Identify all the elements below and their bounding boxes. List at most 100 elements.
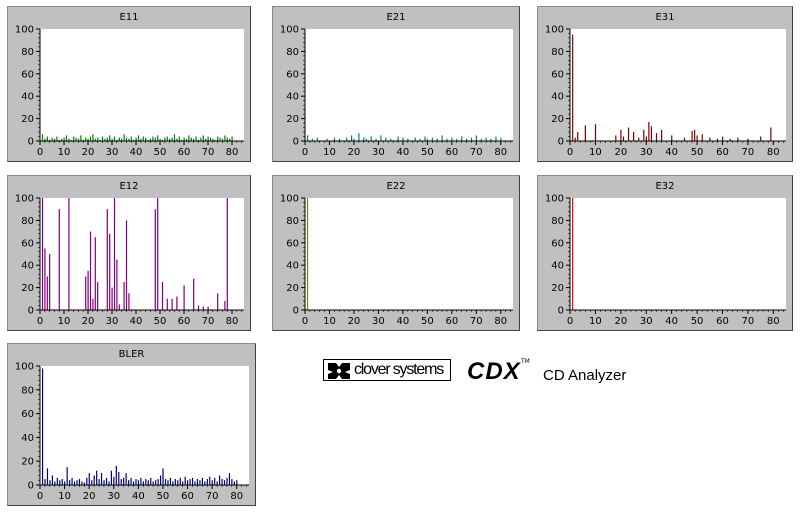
- x-tick-label: 0: [302, 316, 308, 327]
- data-bar: [183, 285, 185, 310]
- x-tick-label: 70: [470, 316, 483, 327]
- data-bar: [164, 137, 166, 141]
- data-bar: [615, 135, 617, 141]
- data-bar: [99, 139, 101, 141]
- data-bar: [207, 306, 209, 310]
- data-bar: [223, 480, 226, 485]
- y-tick-label: 20: [21, 283, 34, 294]
- data-bar: [346, 137, 348, 141]
- y-tick-label: 100: [15, 362, 34, 373]
- data-bar: [130, 477, 132, 485]
- x-tick-label: 30: [107, 491, 120, 502]
- y-tick-label: 100: [15, 25, 34, 36]
- x-tick-label: 50: [157, 491, 170, 502]
- data-bar: [73, 481, 76, 485]
- data-bar: [660, 129, 663, 141]
- chart-panel-e22: E22 0 10 20 30 40 50 60 70 80 0 20 40 60 80 100: [272, 175, 520, 331]
- data-bar: [125, 220, 128, 310]
- data-bar: [103, 480, 105, 485]
- data-bar: [142, 481, 144, 485]
- chart-panel-e11: E11 0 10 20 30 40 50 60 70 80 0 20 40 60 80 100: [7, 6, 251, 162]
- data-bar: [73, 136, 75, 141]
- data-bar: [737, 137, 739, 141]
- trademark-mark: TM: [521, 358, 530, 365]
- data-bar: [226, 477, 228, 485]
- data-bar: [594, 124, 597, 141]
- data-bar: [231, 136, 233, 141]
- data-bar: [85, 137, 87, 141]
- data-bar: [490, 138, 492, 141]
- y-tick-label: 60: [551, 69, 564, 80]
- data-bar: [108, 481, 110, 485]
- data-bar: [385, 137, 387, 141]
- data-bar: [125, 137, 128, 141]
- y-tick-label: 80: [286, 47, 299, 58]
- data-bar: [92, 134, 94, 141]
- data-bar: [190, 137, 192, 141]
- data-bar: [98, 479, 100, 485]
- data-bar: [80, 135, 82, 141]
- x-tick-label: 50: [691, 316, 704, 327]
- y-tick-label: 0: [293, 137, 299, 148]
- data-bar: [193, 278, 195, 310]
- data-bar: [166, 136, 168, 141]
- data-bar: [89, 136, 92, 141]
- y-tick-label: 80: [286, 216, 299, 227]
- data-bar: [316, 137, 318, 141]
- x-tick-label: 80: [226, 147, 239, 158]
- data-bar: [169, 138, 171, 141]
- data-bar: [167, 480, 169, 485]
- data-bar: [627, 127, 630, 141]
- data-bar: [169, 477, 172, 485]
- data-bar: [747, 138, 749, 141]
- data-bar: [128, 480, 130, 485]
- data-bar: [83, 482, 85, 485]
- data-bar: [683, 137, 686, 141]
- data-bar: [211, 480, 213, 485]
- data-bar: [206, 479, 208, 485]
- data-bar: [96, 470, 98, 485]
- data-bar: [333, 137, 336, 141]
- data-bar: [436, 138, 438, 141]
- data-bar: [147, 139, 149, 141]
- data-bar: [44, 138, 46, 141]
- data-bar: [41, 368, 44, 485]
- product-name: CDX: [467, 358, 521, 385]
- data-bar: [199, 480, 201, 485]
- x-tick-label: 50: [154, 147, 167, 158]
- y-tick-label: 80: [551, 216, 564, 227]
- x-tick-label: 70: [470, 147, 483, 158]
- x-tick-label: 30: [372, 316, 385, 327]
- data-bar: [106, 209, 108, 310]
- chart-e32: 0 10 20 30 40 50 60 70 80 0 20 40 60 80 100: [545, 194, 786, 327]
- data-bar: [44, 248, 46, 310]
- data-bar: [221, 138, 224, 141]
- data-bar: [78, 479, 81, 485]
- y-tick-label: 60: [21, 69, 34, 80]
- data-bar: [691, 130, 693, 141]
- data-bar: [135, 137, 137, 141]
- data-bar: [577, 132, 579, 141]
- chart-title: E22: [386, 181, 406, 192]
- data-bar: [353, 138, 355, 141]
- data-bar: [46, 276, 48, 310]
- data-bar: [485, 137, 487, 141]
- data-bar: [150, 477, 152, 485]
- y-tick-label: 60: [551, 238, 564, 249]
- y-tick-label: 100: [280, 25, 299, 36]
- data-bar: [226, 137, 228, 141]
- data-bar: [638, 137, 640, 141]
- data-bar: [41, 198, 44, 310]
- data-bar: [701, 134, 703, 141]
- y-tick-label: 0: [28, 481, 34, 492]
- chart-e31: 0 10 20 30 40 50 60 70 80 0 20 40 60 80 100: [545, 25, 786, 158]
- x-tick-label: 30: [640, 316, 653, 327]
- y-tick-label: 40: [21, 261, 34, 272]
- data-bar: [161, 282, 164, 310]
- data-bar: [82, 139, 84, 141]
- y-tick-label: 20: [21, 114, 34, 125]
- company-logo: clover systems: [323, 359, 451, 381]
- data-bar: [187, 480, 189, 485]
- data-bar: [125, 473, 127, 485]
- data-bar: [236, 480, 238, 485]
